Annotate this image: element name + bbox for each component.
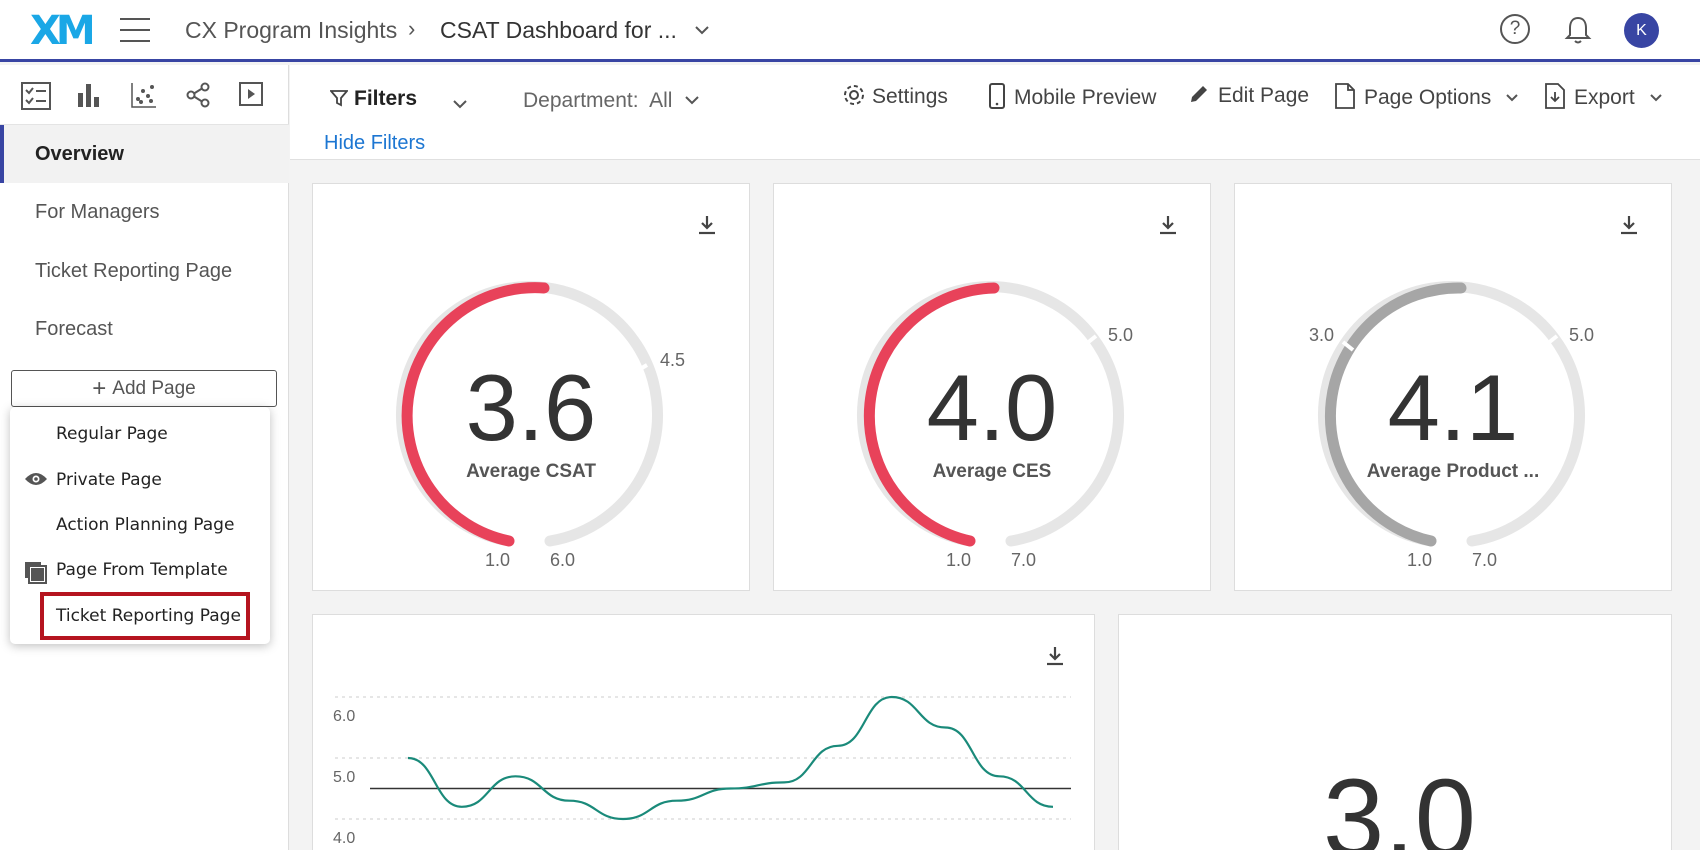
chevron-down-icon[interactable] — [692, 18, 712, 42]
top-bar: XM CX Program Insights › CSAT Dashboard … — [0, 0, 1700, 62]
menu-item-ticket-reporting-page[interactable]: Ticket Reporting Page — [10, 595, 270, 637]
chevron-down-icon — [1506, 94, 1518, 102]
settings-label: Settings — [872, 85, 948, 108]
xm-logo[interactable]: XM — [30, 8, 96, 54]
menu-item-label: Page From Template — [56, 560, 228, 580]
pencil-icon — [1191, 86, 1207, 102]
gauge-value: 3.6 — [465, 355, 597, 460]
sidebar-item-ticket-reporting[interactable]: Ticket Reporting Page — [35, 260, 233, 282]
gear-icon — [844, 85, 864, 105]
gauge-max-label: 6.0 — [550, 550, 576, 570]
gauge-ces — [857, 281, 1124, 547]
menu-item-label: Regular Page — [56, 424, 168, 444]
gauge-value: 4.1 — [1387, 355, 1519, 460]
gauge-card-ces: 4.0 Average CES 1.0 7.0 5.0 — [773, 183, 1211, 591]
bar-chart-icon[interactable] — [76, 81, 102, 109]
sidebar-item-for-managers[interactable]: For Managers — [35, 201, 160, 223]
settings-button[interactable]: Settings — [842, 83, 948, 109]
line-chart: 6.0 5.0 4.0 — [333, 695, 1071, 847]
gauge-label: Average Product ... — [1366, 461, 1540, 482]
department-value: All — [649, 89, 673, 112]
gauge-max-label: 7.0 — [1472, 550, 1498, 570]
menu-item-label: Action Planning Page — [56, 515, 235, 535]
play-presentation-icon[interactable] — [238, 81, 264, 107]
avatar[interactable]: K — [1624, 13, 1659, 48]
document-icon — [1335, 83, 1355, 109]
eye-icon — [25, 473, 47, 485]
gauge-product — [1318, 281, 1585, 547]
kpi-card: 3.0 — [1118, 614, 1672, 850]
department-filter[interactable]: Department: All — [523, 89, 702, 113]
export-button[interactable]: Export — [1544, 83, 1665, 110]
bell-icon[interactable] — [1563, 14, 1593, 46]
add-page-button[interactable]: + Add Page — [11, 370, 277, 407]
y-tick-label: 6.0 — [333, 708, 355, 725]
scatter-plot-icon[interactable] — [130, 81, 158, 109]
chevron-down-icon — [685, 96, 699, 105]
add-page-label: Add Page — [112, 378, 196, 399]
hide-filters-link[interactable]: Hide Filters — [324, 132, 426, 154]
plus-icon: + — [92, 375, 107, 402]
gauge-csat — [396, 281, 663, 547]
edit-page-label: Edit Page — [1218, 84, 1310, 107]
breadcrumb-root[interactable]: CX Program Insights — [185, 17, 398, 43]
sidebar-item-overview[interactable]: Overview — [0, 125, 289, 183]
chevron-down-icon[interactable] — [450, 94, 470, 114]
highlight-box — [40, 592, 250, 640]
download-icon[interactable] — [1044, 645, 1066, 667]
kpi-value: 3.0 — [1323, 757, 1476, 850]
export-icon — [1545, 83, 1565, 109]
page-options-button[interactable]: Page Options — [1334, 83, 1521, 110]
gauge-min-label: 1.0 — [946, 550, 972, 570]
gauge-min-label: 1.0 — [485, 550, 511, 570]
page-toolbar: Filters Department: All Settings Mobile … — [290, 65, 1700, 160]
chevron-down-icon — [1649, 94, 1662, 102]
checklist-icon[interactable] — [20, 81, 52, 111]
y-tick-label: 4.0 — [333, 830, 355, 847]
gauge-target-label: 5.0 — [1569, 325, 1595, 345]
menu-item-action-planning-page[interactable]: Action Planning Page — [10, 504, 270, 546]
gauge-target-low-label: 3.0 — [1309, 325, 1335, 345]
filters-button[interactable]: Filters — [329, 87, 418, 111]
sidebar-item-forecast[interactable]: Forecast — [35, 318, 113, 340]
gauge-label: Average CSAT — [466, 461, 596, 482]
share-icon[interactable] — [184, 81, 212, 109]
gauge-card-csat: 3.6 Average CSAT 1.0 6.0 4.5 — [312, 183, 750, 591]
download-icon[interactable] — [1157, 214, 1179, 236]
gauge-card-product: 4.1 Average Product ... 1.0 7.0 3.0 5.0 — [1234, 183, 1672, 591]
mobile-phone-icon — [989, 83, 1005, 109]
menu-item-regular-page[interactable]: Regular Page — [10, 413, 270, 455]
gauge-min-label: 1.0 — [1407, 550, 1433, 570]
filters-label: Filters — [354, 87, 418, 110]
breadcrumb-current[interactable]: CSAT Dashboard for ... — [440, 17, 677, 43]
export-label: Export — [1574, 86, 1635, 109]
sidebar-icon-bar — [0, 65, 289, 125]
menu-item-label: Ticket Reporting Page — [56, 606, 241, 626]
menu-item-page-from-template[interactable]: Page From Template — [10, 549, 270, 591]
help-icon[interactable]: ? — [1500, 14, 1530, 44]
gauge-value: 4.0 — [926, 355, 1058, 460]
download-icon[interactable] — [696, 214, 718, 236]
edit-page-button[interactable]: Edit Page — [1188, 83, 1309, 108]
line-chart-card: 6.0 5.0 4.0 — [312, 614, 1095, 850]
menu-item-private-page[interactable]: Private Page — [10, 459, 270, 501]
breadcrumb-separator-icon: › — [408, 16, 416, 41]
series-line — [407, 695, 1054, 821]
gauge-target-label: 5.0 — [1108, 325, 1134, 345]
hamburger-menu-icon[interactable] — [120, 18, 150, 42]
y-tick-label: 5.0 — [333, 769, 355, 786]
gauge-max-label: 7.0 — [1011, 550, 1037, 570]
filter-icon — [329, 90, 349, 107]
page-options-label: Page Options — [1364, 86, 1492, 109]
gauge-target-label: 4.5 — [660, 350, 686, 370]
download-icon[interactable] — [1618, 214, 1640, 236]
mobile-preview-button[interactable]: Mobile Preview — [988, 83, 1156, 110]
gauge-label: Average CES — [932, 461, 1052, 482]
menu-item-label: Private Page — [56, 470, 162, 490]
mobile-preview-label: Mobile Preview — [1014, 86, 1157, 109]
department-label: Department: — [523, 89, 639, 112]
copy-pages-icon — [25, 562, 47, 584]
add-page-menu: Regular Page Private Page Action Plannin… — [10, 407, 270, 644]
